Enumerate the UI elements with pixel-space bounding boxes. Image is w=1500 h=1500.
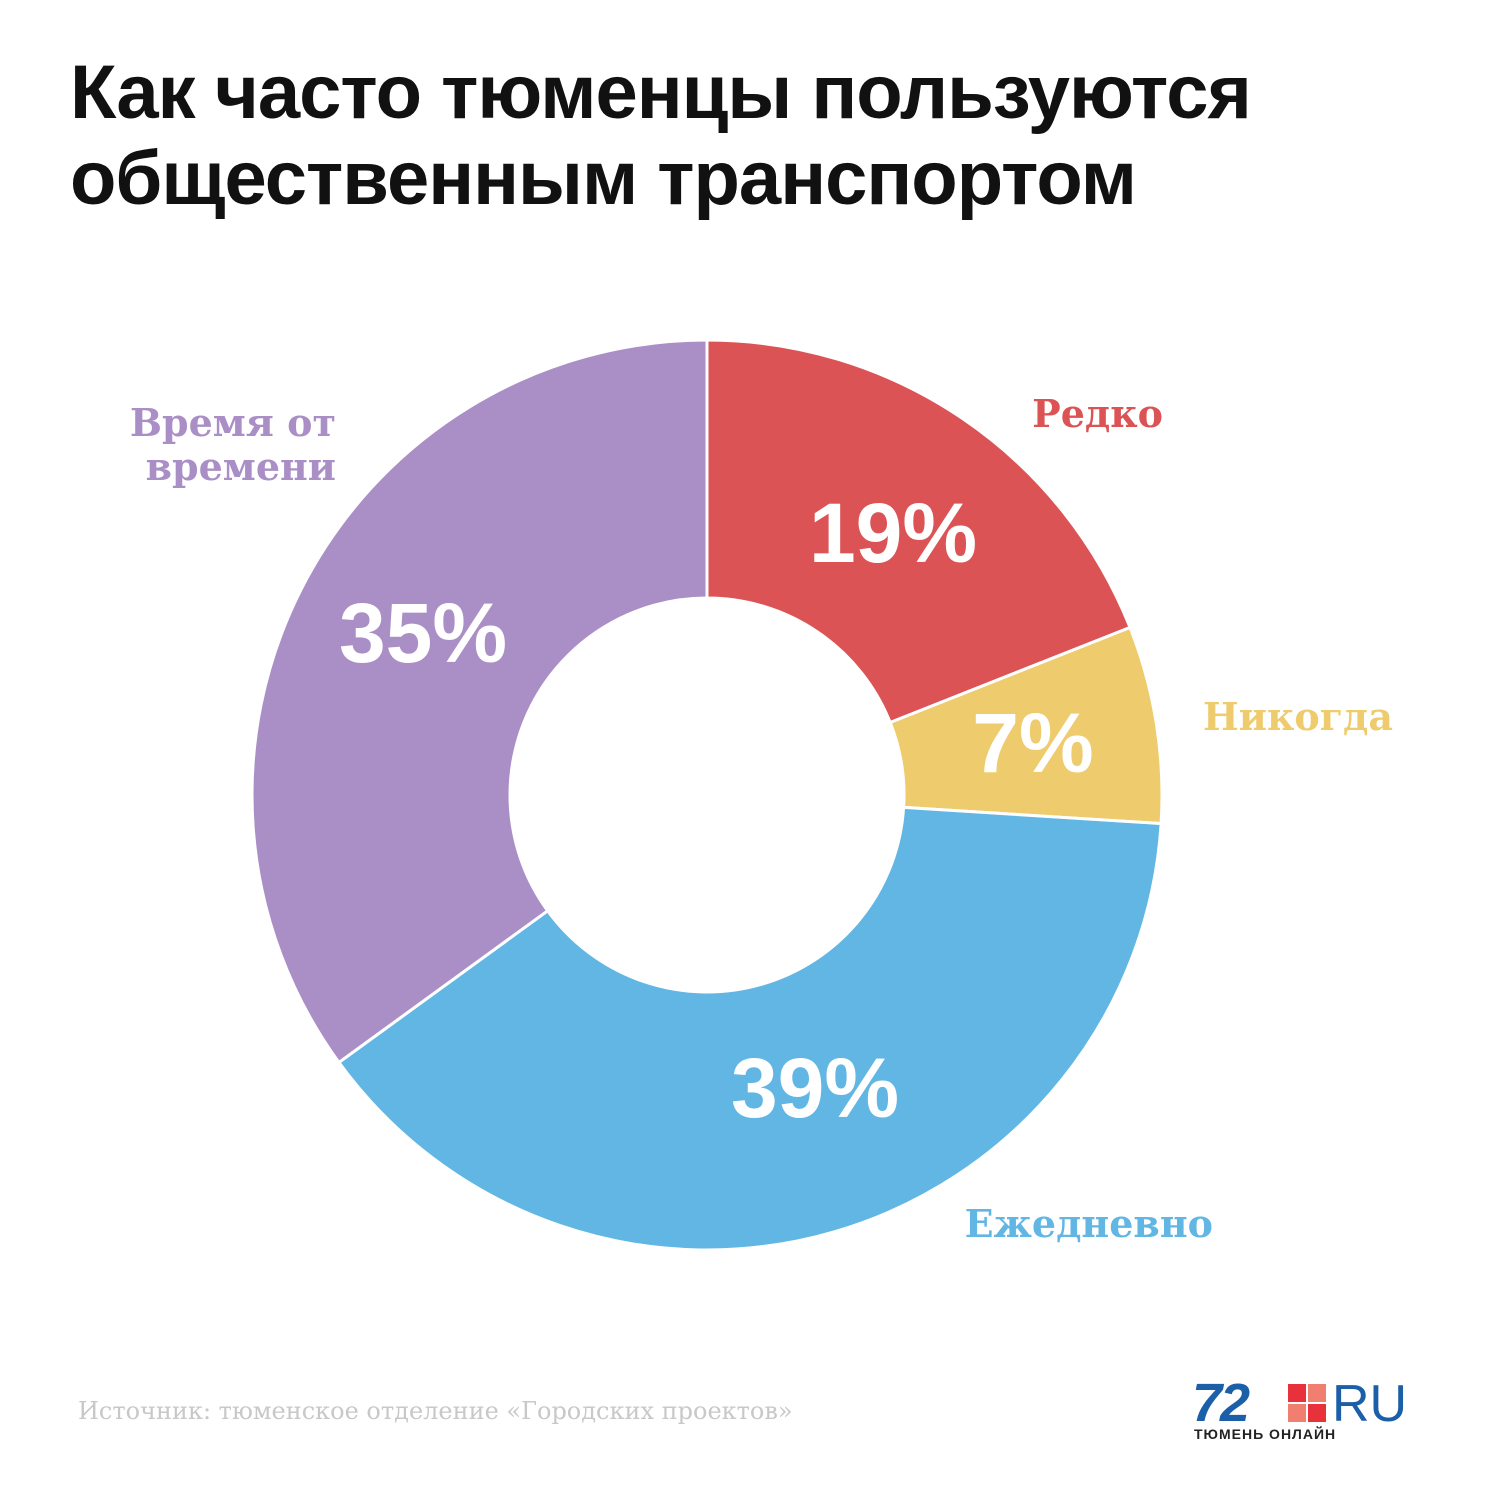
source-note: Источник: тюменское отделение «Городских… [78, 1397, 793, 1425]
slice-value-label: 35% [339, 586, 507, 680]
donut-slice [705, 338, 1132, 725]
slice-category-label: Редко [1032, 391, 1163, 436]
chart-title-line-1: Как часто тюменцы пользуются [70, 50, 1252, 135]
brand-logo: 72 RU ТЮМЕНЬ ОНЛАЙН [1192, 1373, 1422, 1448]
slice-category-label: Ежедневно [965, 1201, 1213, 1246]
logo-squares-icon [1288, 1384, 1326, 1422]
chart-title-line-2: общественным транспортом [70, 136, 1137, 221]
slice-value-label: 39% [731, 1041, 899, 1135]
logo-suffix: RU [1332, 1375, 1408, 1433]
slice-value-label: 19% [809, 486, 977, 580]
logo-number: 72 [1192, 1373, 1250, 1433]
chart-title: Как часто тюменцы пользуются общественны… [70, 50, 1450, 222]
donut-slice [250, 338, 709, 1065]
logo-tagline: ТЮМЕНЬ ОНЛАЙН [1194, 1426, 1337, 1442]
slice-category-label: Никогда [1203, 694, 1393, 739]
slice-category-label: Время от времени [130, 400, 336, 489]
slice-value-label: 7% [972, 696, 1093, 790]
donut-slice [336, 805, 1163, 1252]
